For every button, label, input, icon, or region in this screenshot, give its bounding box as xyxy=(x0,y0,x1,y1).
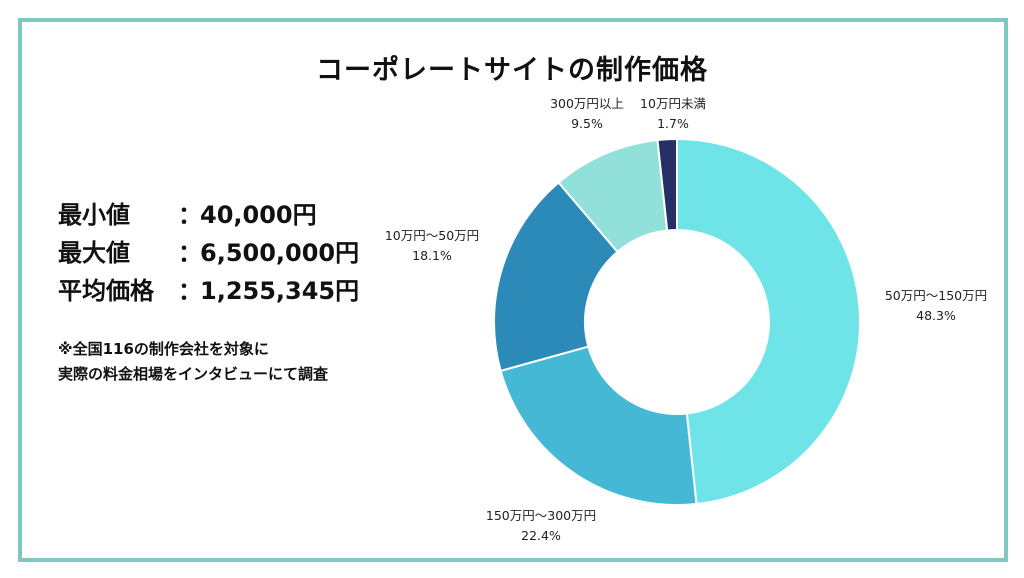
donut-slice xyxy=(656,137,678,232)
donut-slice xyxy=(676,137,861,506)
slice-category-label: 50万円〜150万円 xyxy=(885,288,987,303)
donut-slice xyxy=(493,181,619,373)
donut-slice xyxy=(499,345,698,506)
stat-value: 40,000円 xyxy=(200,201,317,229)
stats-block: 最小値 ： 40,000円 最大値 ： 6,500,000円 平均価格 ： 1,… xyxy=(58,196,359,310)
stat-separator: ： xyxy=(178,277,202,305)
slice-value-label: 18.1% xyxy=(412,248,452,263)
stat-value: 1,255,345円 xyxy=(200,277,360,305)
stat-row-min: 最小値 ： 40,000円 xyxy=(58,196,359,234)
page-title: コーポレートサイトの制作価格 xyxy=(316,55,708,86)
slice-category-label: 150万円〜300万円 xyxy=(486,508,596,523)
survey-note: ※全国116の制作会社を対象に 実際の料金相場をインタビューにて調査 xyxy=(58,337,328,387)
slice-value-label: 1.7% xyxy=(657,116,689,131)
slice-value-label: 9.5% xyxy=(571,116,603,131)
note-line: ※全国116の制作会社を対象に xyxy=(58,340,269,358)
stat-row-average: 平均価格 ： 1,255,345円 xyxy=(58,272,359,310)
stat-label: 最小値 xyxy=(58,201,130,229)
slice-value-label: 48.3% xyxy=(916,308,956,323)
stat-row-max: 最大値 ： 6,500,000円 xyxy=(58,234,359,272)
stat-value: 6,500,000円 xyxy=(200,239,360,267)
stat-label: 最大値 xyxy=(58,239,130,267)
slice-value-label: 22.4% xyxy=(521,528,561,543)
stat-separator: ： xyxy=(178,201,202,229)
slice-category-label: 300万円以上 xyxy=(550,96,624,111)
slice-category-label: 10万円〜50万円 xyxy=(385,228,479,243)
stat-label: 平均価格 xyxy=(58,277,154,305)
slice-category-label: 10万円未満 xyxy=(640,96,706,111)
note-line: 実際の料金相場をインタビューにて調査 xyxy=(58,365,329,383)
stat-separator: ： xyxy=(178,239,202,267)
